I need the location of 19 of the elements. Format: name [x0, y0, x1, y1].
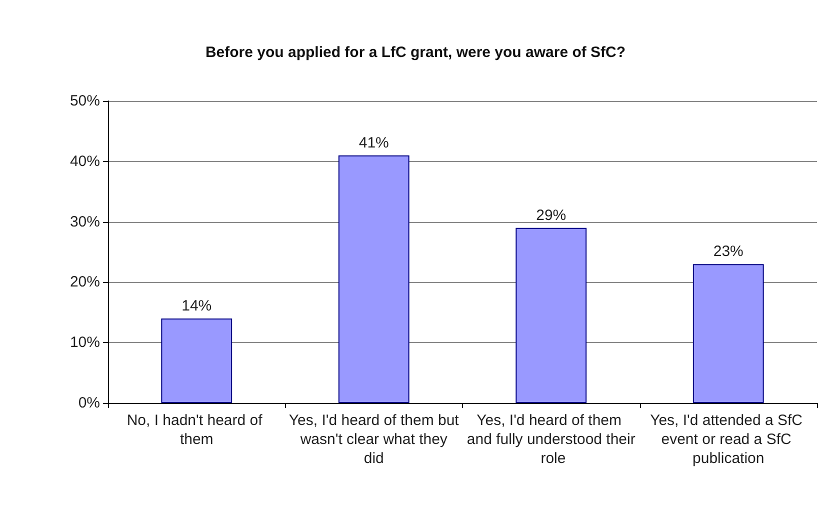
bar	[692, 264, 764, 403]
y-tick-label: 30%	[70, 213, 100, 230]
x-tick-label: Yes, I'd heard of them but wasn't clear what they did	[288, 412, 460, 467]
y-tick-label: 40%	[70, 152, 100, 170]
y-tick-label: 20%	[70, 274, 100, 291]
bar	[338, 155, 410, 403]
data-label: 23%	[713, 243, 744, 260]
y-tick-label: 10%	[70, 334, 100, 352]
bar	[516, 228, 587, 403]
data-label: 29%	[536, 206, 566, 224]
y-tick-label: 0%	[78, 394, 100, 412]
y-tick-label: 50%	[70, 92, 100, 110]
data-label: 14%	[182, 297, 212, 314]
x-tick-label: No, I hadn't heard of them	[126, 412, 266, 448]
bar	[161, 318, 232, 403]
data-label: 41%	[358, 134, 389, 152]
chart-title: Before you applied for a LfC grant, were you aware of SfC?	[205, 44, 626, 61]
x-tick-label: Yes, I'd heard of them and fully understood their role	[466, 412, 636, 467]
x-tick-label: Yes, I'd attended a SfC event or read a SfC publication	[650, 412, 807, 467]
